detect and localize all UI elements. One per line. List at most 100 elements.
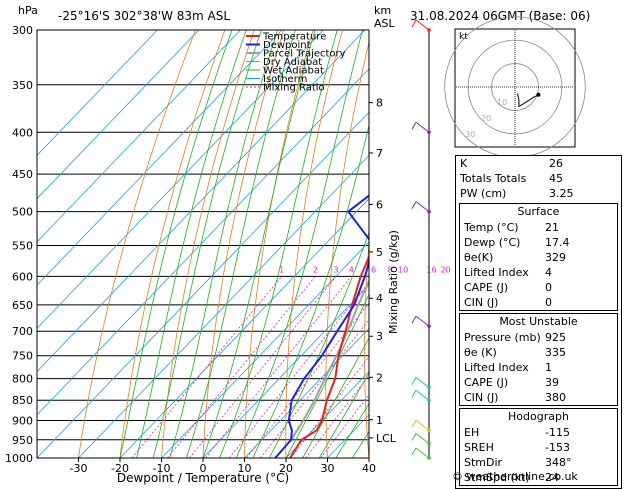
pressure-tick-label: 450 (12, 168, 33, 181)
hodograph-unit-label: kt (459, 32, 468, 42)
asl-label: ASL (374, 17, 396, 30)
hodograph-storm-motion (536, 93, 540, 97)
index-label: K (460, 156, 467, 171)
wet-adiabat-line (137, 30, 247, 458)
legend-item: Mixing Ratio (263, 83, 325, 94)
pressure-tick-label: 550 (12, 239, 33, 252)
hodograph-value: -115 (545, 425, 613, 440)
wind-barb-staff (416, 433, 429, 443)
wind-barb-flag (412, 390, 416, 397)
surface-value: 0 (545, 295, 613, 310)
wind-barb-flag (412, 316, 416, 323)
most-unstable-row: CAPE (J)39 (460, 375, 617, 390)
mixing-ratio-label: 3 (334, 265, 339, 274)
pressure-tick-label: 300 (12, 24, 33, 37)
most-unstable-row: θe (K)335 (460, 345, 617, 360)
index-label: PW (cm) (460, 186, 506, 201)
surface-row: CIN (J)0 (460, 295, 617, 310)
hodograph-row: SREH-153 (460, 440, 617, 455)
surface-row: Dewp (°C)17.4 (460, 235, 617, 250)
wind-barb-staff (416, 122, 429, 132)
most-unstable-value: 1 (545, 360, 613, 375)
pressure-tick-label: 600 (12, 270, 33, 283)
surface-row: CAPE (J) 0 (460, 280, 617, 295)
mixing-ratio-label: 16 (427, 265, 437, 274)
index-label: Totals Totals (460, 171, 526, 186)
hodograph-title: Hodograph (460, 409, 617, 425)
km-tick-label: 2 (376, 371, 383, 384)
wind-barb-flag (412, 433, 416, 440)
km-tick-label: 8 (376, 97, 383, 110)
pressure-tick-label: 750 (12, 350, 33, 363)
isotherm-line (79, 30, 490, 458)
index-value: 3.25 (549, 186, 617, 201)
most-unstable-value: 39 (545, 375, 613, 390)
hodograph-ring-label: 20 (481, 114, 491, 123)
credit-text: © weatheronline.co.uk (452, 470, 578, 483)
surface-label: Temp (°C) (464, 220, 519, 235)
wet-adiabat-line (253, 30, 392, 458)
wind-barb-flag (412, 122, 416, 129)
hodograph-label: EH (464, 425, 479, 440)
surface-row: Lifted Index 4 (460, 265, 617, 280)
most-unstable-row: CIN (J)380 (460, 390, 617, 405)
isotherm-line (0, 30, 240, 458)
temperature-line (290, 30, 452, 458)
index-row: PW (cm) 3.25 (456, 186, 621, 201)
hodograph-ring-label: 10 (497, 98, 507, 107)
wind-barb-flag (412, 420, 416, 427)
axes: 3003504004505005506006507007508008509009… (5, 24, 397, 475)
km-tick-label: 7 (376, 147, 383, 160)
pressure-tick-label: 350 (12, 79, 33, 92)
pressure-tick-label: 700 (12, 325, 33, 338)
pressure-tick-label: 500 (12, 206, 33, 219)
wind-barb-staff (416, 420, 429, 430)
km-tick-label: 4 (376, 292, 383, 305)
index-row: K 26 (456, 156, 621, 171)
surface-label: Dewp (°C) (464, 235, 520, 250)
km-tick-label: 1 (376, 414, 383, 427)
wet-adiabat-line (286, 30, 464, 458)
y-axis-title: Mixing Ratio (g/kg) (387, 230, 400, 334)
most-unstable-label: Pressure (mb) (464, 330, 541, 345)
dry-adiabat-line (120, 30, 225, 458)
surface-title: Surface (460, 204, 617, 220)
location-title: -25°16'S 302°38'W 83m ASL (58, 9, 230, 23)
surface-label: Lifted Index (464, 265, 529, 280)
km-tick-label: 5 (376, 246, 383, 259)
index-value: 26 (549, 156, 617, 171)
surface-value: 329 (545, 250, 613, 265)
surface-value: 4 (545, 265, 613, 280)
profile-lines (275, 30, 468, 458)
surface-label: CAPE (J) (464, 280, 508, 295)
isotherm-line (0, 30, 406, 458)
wind-barb-staff (416, 316, 429, 326)
wind-barb-staff (416, 202, 429, 212)
pressure-tick-label: 1000 (5, 452, 33, 465)
mixing-ratio-label: 1 (279, 265, 284, 274)
wind-barb-staff (416, 390, 429, 400)
most-unstable-label: CIN (J) (464, 390, 498, 405)
x-axis-title: Dewpoint / Temperature (°C) (117, 471, 289, 485)
surface-row: θe(K)329 (460, 250, 617, 265)
km-tick-label: 6 (376, 198, 383, 211)
pressure-tick-label: 950 (12, 434, 33, 447)
surface-value: 21 (545, 220, 613, 235)
surface-row: Temp (°C) 21 (460, 220, 617, 235)
wind-barb-staff (416, 448, 429, 458)
pressure-tick-label: 900 (12, 415, 33, 428)
isotherm-line (0, 30, 323, 458)
wind-barb-flag (412, 202, 416, 209)
surface-value: 0 (545, 280, 613, 295)
km-tick-label: LCL (376, 432, 397, 445)
datetime-title: 31.08.2024 06GMT (Base: 06) (410, 9, 590, 23)
pressure-tick-label: 850 (12, 394, 33, 407)
hpa-label: hPa (18, 4, 38, 17)
km-label: km (374, 4, 391, 17)
hodograph-value: -153 (545, 440, 613, 455)
